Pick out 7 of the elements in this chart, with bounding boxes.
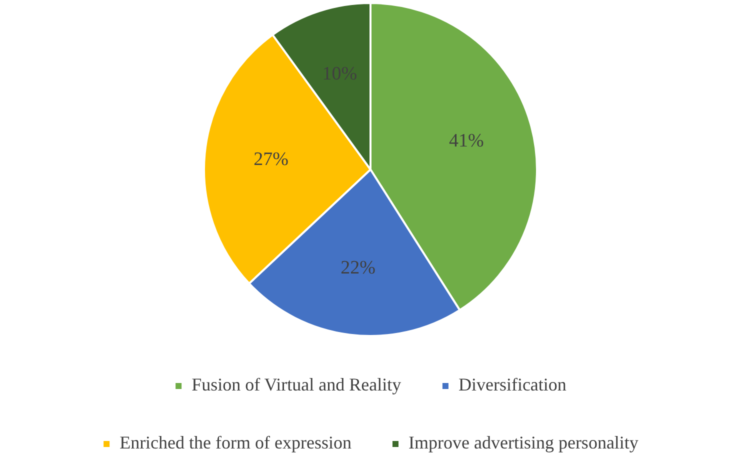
legend-label: Diversification [458,374,566,395]
legend-label: Improve advertising personality [408,432,638,453]
legend-label: Enriched the form of expression [120,432,352,453]
data-label: 41% [449,130,484,152]
data-label: 27% [254,149,289,170]
legend-label: Fusion of Virtual and Reality [192,374,402,395]
data-label: 22% [340,258,376,279]
